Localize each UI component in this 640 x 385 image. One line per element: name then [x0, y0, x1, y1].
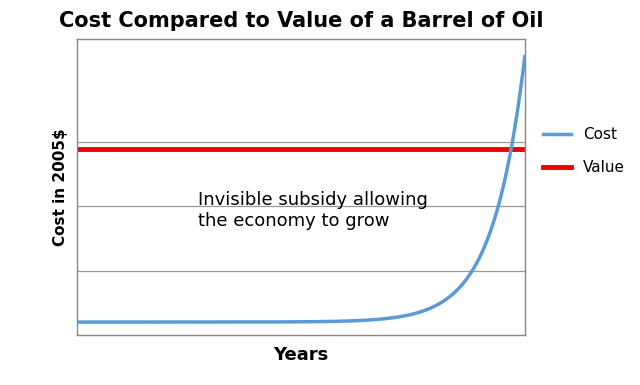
Text: Invisible subsidy allowing
the economy to grow: Invisible subsidy allowing the economy t… [198, 191, 428, 230]
Y-axis label: Cost in 2005$: Cost in 2005$ [54, 128, 68, 246]
X-axis label: Years: Years [273, 346, 328, 364]
Legend: Cost, Value: Cost, Value [537, 121, 631, 181]
Title: Cost Compared to Value of a Barrel of Oil: Cost Compared to Value of a Barrel of Oi… [58, 12, 543, 32]
